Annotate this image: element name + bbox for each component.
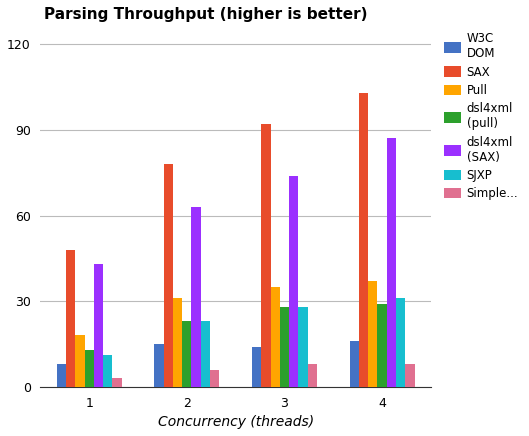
Bar bbox=[280, 307, 289, 387]
Bar bbox=[368, 281, 378, 387]
Bar bbox=[182, 321, 191, 387]
Bar bbox=[113, 378, 122, 387]
X-axis label: Concurrency (threads): Concurrency (threads) bbox=[158, 415, 314, 429]
Bar bbox=[57, 364, 66, 387]
Bar bbox=[173, 298, 182, 387]
Bar bbox=[261, 124, 270, 387]
Legend: W3C
DOM, SAX, Pull, dsl4xml
(pull), dsl4xml
(SAX), SJXP, Simple...: W3C DOM, SAX, Pull, dsl4xml (pull), dsl4… bbox=[441, 29, 522, 204]
Bar bbox=[270, 287, 280, 387]
Bar bbox=[252, 347, 261, 387]
Bar bbox=[154, 344, 163, 387]
Bar bbox=[378, 304, 387, 387]
Bar bbox=[405, 364, 415, 387]
Bar bbox=[94, 264, 103, 387]
Text: Parsing Throughput (higher is better): Parsing Throughput (higher is better) bbox=[44, 7, 368, 22]
Bar bbox=[359, 93, 368, 387]
Bar bbox=[85, 350, 94, 387]
Bar bbox=[289, 176, 298, 387]
Bar bbox=[201, 321, 210, 387]
Bar bbox=[163, 164, 173, 387]
Bar bbox=[387, 139, 396, 387]
Bar bbox=[103, 355, 113, 387]
Bar bbox=[308, 364, 317, 387]
Bar bbox=[350, 341, 359, 387]
Bar bbox=[66, 250, 75, 387]
Bar bbox=[75, 335, 85, 387]
Bar bbox=[298, 307, 308, 387]
Bar bbox=[210, 370, 220, 387]
Bar bbox=[191, 207, 201, 387]
Bar bbox=[396, 298, 405, 387]
